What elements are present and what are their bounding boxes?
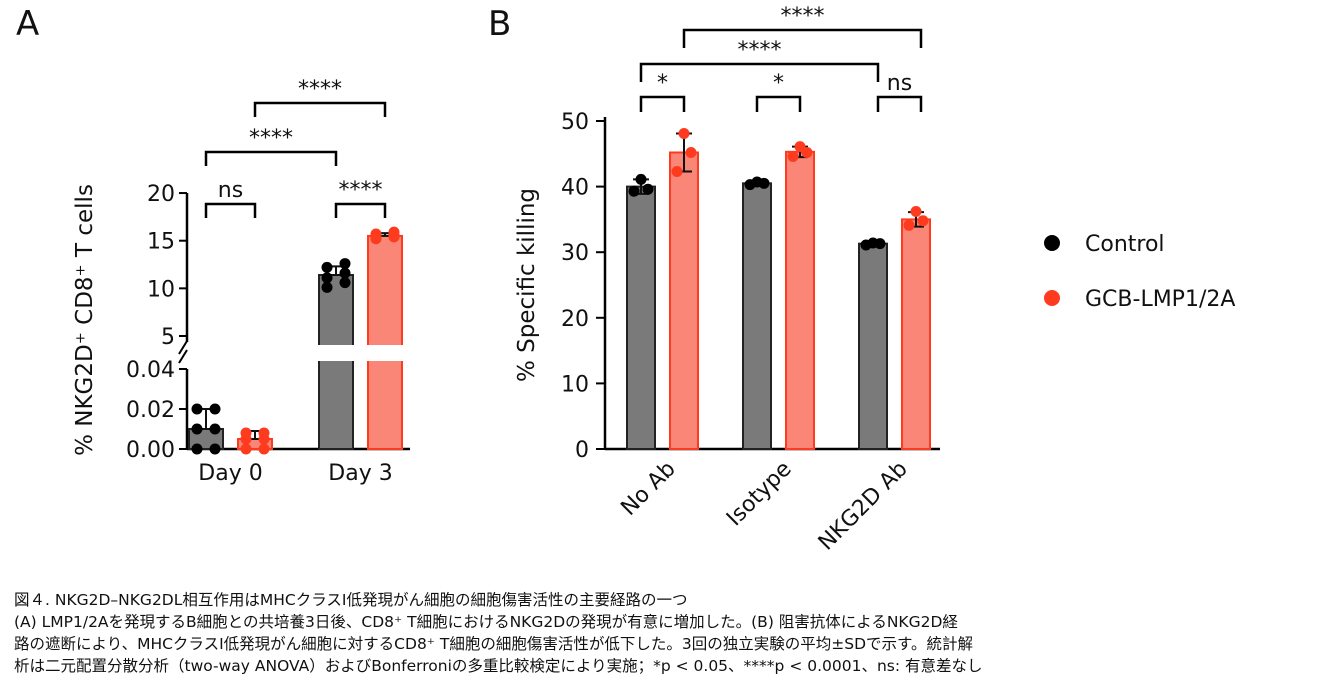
a-y-tick-label: 5	[161, 325, 175, 350]
a-data-point	[388, 226, 400, 238]
a-sig-day3-bracket	[334, 202, 387, 218]
a-sig-gcb-bracket	[253, 101, 387, 117]
b-y-axis-label: % Specific killing	[514, 188, 540, 382]
b-data-point	[642, 183, 654, 195]
a-axis-break-mark	[178, 340, 188, 364]
b-data-point	[671, 166, 683, 178]
a-data-point	[321, 281, 333, 293]
b-data-point	[635, 173, 647, 185]
a-data-point	[321, 272, 333, 284]
b-x-tick-label: Isotype	[722, 457, 797, 532]
b-data-point	[678, 127, 690, 139]
a-data-point	[258, 427, 270, 439]
b-y-tick-label: 50	[561, 110, 589, 135]
b-bar	[858, 242, 888, 450]
b-y-tick-label: 30	[561, 241, 589, 266]
b-sig-control-label: ****	[738, 38, 782, 63]
b-data-point	[787, 150, 799, 162]
a-data-point	[191, 443, 203, 455]
a-data-point	[258, 443, 270, 455]
legend-label-gcb: GCB-LMP1/2A	[1085, 287, 1235, 312]
b-sig-nkg2d-label: ns	[887, 71, 912, 96]
a-sig-control-bracket	[204, 150, 338, 166]
b-y-tick-label: 0	[575, 438, 589, 463]
a-y-tick-label: 15	[147, 230, 175, 255]
b-sig-isotype-bracket	[755, 95, 802, 112]
a-data-point	[209, 423, 221, 435]
b-bar	[669, 151, 699, 450]
b-sig-noab-label: *	[657, 71, 668, 96]
b-bar	[742, 182, 772, 450]
a-data-point	[339, 277, 351, 289]
b-bar	[901, 218, 931, 450]
b-data-point	[917, 215, 929, 227]
a-data-point	[191, 403, 203, 415]
b-y-tick-label: 20	[561, 307, 589, 332]
b-bar	[785, 150, 815, 450]
a-data-point	[339, 258, 351, 270]
figure-canvas: A B 0.00 0.02 0.04 5 10 15 20 % NKG2D⁺ CD8⁺ T cel…	[16, 4, 1235, 556]
b-sig-nkg2d-bracket	[876, 95, 923, 112]
a-sig-day0-bracket	[204, 202, 257, 218]
a-sig-day0-label: ns	[218, 178, 243, 203]
a-y-axis-label: % NKG2D⁺ CD8⁺ T cells	[72, 184, 98, 456]
a-x-tick-label: Day 3	[328, 461, 392, 486]
b-x-tick-label: No Ab	[616, 457, 680, 521]
a-y-tick-label: 0.04	[126, 358, 175, 383]
b-data-point	[628, 185, 640, 197]
b-data-point	[685, 146, 697, 158]
b-y-tick-label: 40	[561, 176, 589, 201]
caption-line-1: (A) LMP1/2Aを発現するB細胞との共培養3日後、CD8⁺ T細胞における…	[14, 613, 958, 631]
b-sig-gcb-bracket	[682, 28, 923, 48]
a-sig-day3-label: ****	[339, 178, 383, 203]
a-x-tick-label: Day 0	[198, 461, 262, 486]
legend-label-control: Control	[1085, 232, 1165, 257]
caption-line-3: 析は二元配置分散分析（two-way ANOVA）およびBonferroniの多…	[14, 657, 983, 675]
a-y-tick-label: 0.02	[126, 398, 175, 423]
a-break-gap	[300, 345, 410, 361]
b-y-tick-label: 10	[561, 372, 589, 397]
a-bar	[367, 234, 403, 450]
b-sig-gcb-label: ****	[781, 4, 825, 29]
legend-marker-control	[1044, 235, 1060, 251]
caption-line-2: 路の遮断により、MHCクラスI低発現がん細胞に対するCD8⁺ T細胞の細胞傷害活…	[14, 635, 973, 653]
a-y-tick-label: 10	[147, 277, 175, 302]
a-sig-control-label: ****	[249, 126, 293, 151]
b-sig-isotype-label: *	[773, 71, 784, 96]
figure-caption: 図４. NKG2D–NKG2DL相互作用はMHCクラスI低発現がん細胞の細胞傷害…	[14, 589, 1314, 677]
b-sig-noab-bracket	[639, 95, 686, 112]
a-data-point	[209, 403, 221, 415]
panel-label-a: A	[16, 4, 39, 44]
b-x-tick-label: NKG2D Ab	[814, 457, 913, 556]
a-data-point	[240, 427, 252, 439]
legend-marker-gcb	[1044, 290, 1060, 306]
b-data-point	[903, 219, 915, 231]
caption-title: 図４. NKG2D–NKG2DL相互作用はMHCクラスI低発現がん細胞の細胞傷害…	[14, 591, 688, 609]
a-data-point	[240, 443, 252, 455]
b-sig-control-bracket	[639, 62, 880, 82]
a-sig-gcb-label: ****	[298, 77, 342, 102]
a-data-point	[370, 228, 382, 240]
a-y-tick-label: 0.00	[126, 438, 175, 463]
b-data-point	[794, 141, 806, 153]
a-data-point	[321, 261, 333, 273]
a-data-point	[209, 443, 221, 455]
a-bar	[318, 274, 354, 450]
a-data-point	[191, 423, 203, 435]
b-bar	[626, 185, 656, 450]
a-data-point	[339, 267, 351, 279]
a-y-tick-label: 20	[147, 182, 175, 207]
panel-label-b: B	[488, 4, 511, 44]
b-data-point	[751, 176, 763, 188]
b-data-point	[910, 206, 922, 218]
b-data-point	[867, 237, 879, 249]
